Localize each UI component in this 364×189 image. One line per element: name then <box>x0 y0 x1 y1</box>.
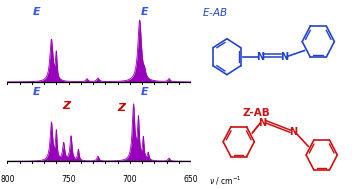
Text: E: E <box>141 7 149 17</box>
Text: E: E <box>33 7 40 17</box>
Text: 750: 750 <box>61 175 76 184</box>
Text: E: E <box>141 87 149 97</box>
Text: Z: Z <box>62 101 70 111</box>
Text: N: N <box>280 52 289 62</box>
Text: Z-AB: Z-AB <box>242 108 270 118</box>
Text: $\nu$ / cm$^{-1}$: $\nu$ / cm$^{-1}$ <box>210 175 242 187</box>
Text: 700: 700 <box>123 175 137 184</box>
Text: N: N <box>258 118 266 128</box>
Text: Z: Z <box>117 103 125 113</box>
Text: 650: 650 <box>184 175 198 184</box>
Text: N: N <box>256 52 264 62</box>
Text: E: E <box>33 87 40 97</box>
Text: 800: 800 <box>0 175 15 184</box>
Text: N: N <box>289 127 297 137</box>
Text: $E$-AB: $E$-AB <box>202 6 228 18</box>
